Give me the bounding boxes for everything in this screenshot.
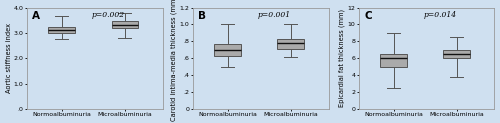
Y-axis label: Carotid intima-media thickness (mm): Carotid intima-media thickness (mm) [171,0,177,121]
Y-axis label: Aortic stiffness index: Aortic stiffness index [6,23,12,93]
Text: C: C [364,11,372,21]
Y-axis label: Epicardial fat thickness (mm): Epicardial fat thickness (mm) [339,9,345,107]
PathPatch shape [214,44,241,56]
Text: B: B [198,11,206,21]
PathPatch shape [48,27,75,33]
PathPatch shape [444,50,470,58]
Text: A: A [32,11,40,21]
PathPatch shape [112,21,138,28]
PathPatch shape [278,39,304,49]
Text: p=0.014: p=0.014 [424,11,457,19]
Text: p=0.001: p=0.001 [258,11,291,19]
PathPatch shape [380,54,406,67]
Text: p=0.002: p=0.002 [92,11,125,19]
